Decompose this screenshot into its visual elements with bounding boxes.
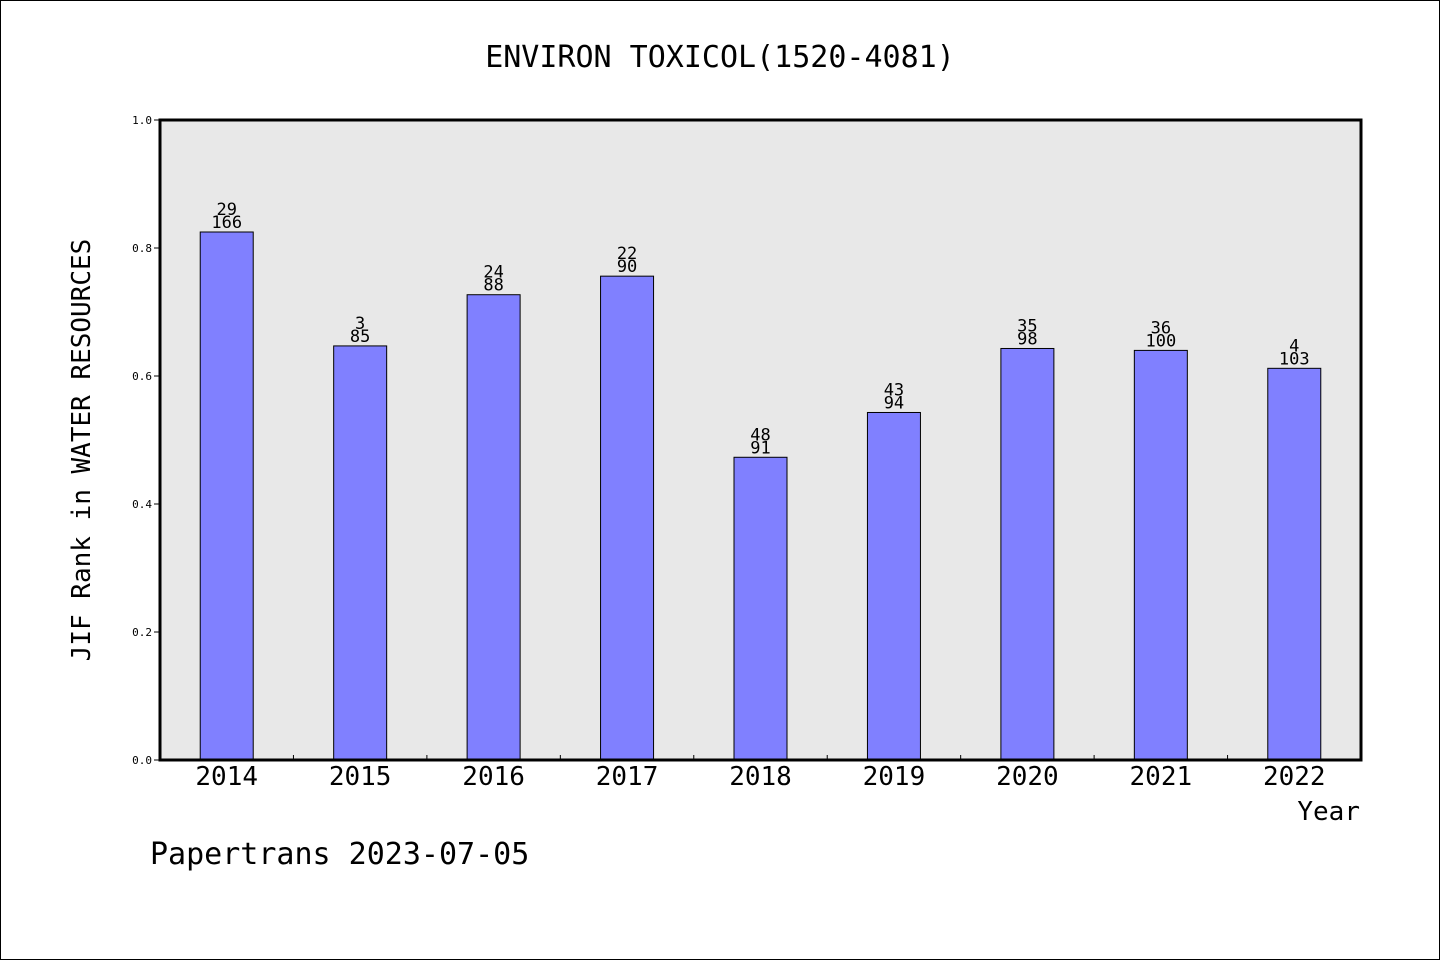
bar-label-total: 91 <box>750 438 770 458</box>
bar-label-total: 90 <box>617 257 637 277</box>
x-tick-label: 2016 <box>462 762 525 792</box>
bar-label-rank: 3 <box>355 314 365 334</box>
x-tick-label: 2014 <box>195 762 258 792</box>
x-tick-label: 2021 <box>1130 762 1193 792</box>
bar-label-rank: 29 <box>216 200 236 220</box>
footer-credit: Papertrans 2023-07-05 <box>150 837 529 872</box>
bar-label-total: 98 <box>1017 329 1037 349</box>
y-tick-label: 0.4 <box>132 498 152 511</box>
bar-label-total: 94 <box>884 393 904 413</box>
x-tick-label: 2017 <box>596 762 659 792</box>
y-tick-label: 0.2 <box>132 626 152 639</box>
bar-2016 <box>466 294 521 761</box>
x-axis: 2014 2015 2016 2017 2018 2019 2020 2021 2022 <box>195 755 1326 792</box>
bar-label-total: 103 <box>1279 349 1310 369</box>
bar-2020 <box>1000 347 1055 761</box>
bar-2015 <box>333 345 388 761</box>
bar-2017 <box>600 275 655 761</box>
bar-2022 <box>1267 367 1322 761</box>
plot-border <box>158 118 1363 762</box>
y-tick-label: 0.8 <box>132 242 152 255</box>
bar-label-rank: 48 <box>750 425 770 445</box>
bar-label-total: 166 <box>211 213 242 233</box>
chart-title: ENVIRON TOXICOL(1520-4081) <box>485 40 955 75</box>
bar-2014 <box>199 231 254 761</box>
x-axis-label: Year <box>1297 797 1360 827</box>
bar-2019 <box>866 411 921 761</box>
x-tick-label: 2015 <box>329 762 392 792</box>
x-tick-label: 2020 <box>996 762 1059 792</box>
bar-2018 <box>733 456 788 761</box>
bar-label-total: 88 <box>483 276 503 296</box>
bar-label-total: 100 <box>1145 331 1176 351</box>
bar-label-rank: 4 <box>1289 336 1299 356</box>
bar-label-rank: 43 <box>884 380 904 400</box>
x-tick-label: 2019 <box>863 762 926 792</box>
x-tick-label: 2022 <box>1263 762 1326 792</box>
y-axis-label: JIF Rank in WATER RESOURCES <box>67 239 97 662</box>
y-tick-label: 1.0 <box>132 114 152 127</box>
y-axis: 0.0 0.2 0.4 0.6 0.8 1.0 <box>132 114 160 767</box>
x-tick-label: 2018 <box>729 762 792 792</box>
bar-label-total: 85 <box>350 327 370 347</box>
bar-label-rank: 36 <box>1151 318 1171 338</box>
bar-label-rank: 35 <box>1017 316 1037 336</box>
bar-label-rank: 24 <box>483 263 503 283</box>
bar-label-rank: 22 <box>617 244 637 264</box>
y-tick-label: 0.0 <box>132 754 152 767</box>
bar-2021 <box>1133 349 1188 761</box>
y-tick-label: 0.6 <box>132 370 152 383</box>
